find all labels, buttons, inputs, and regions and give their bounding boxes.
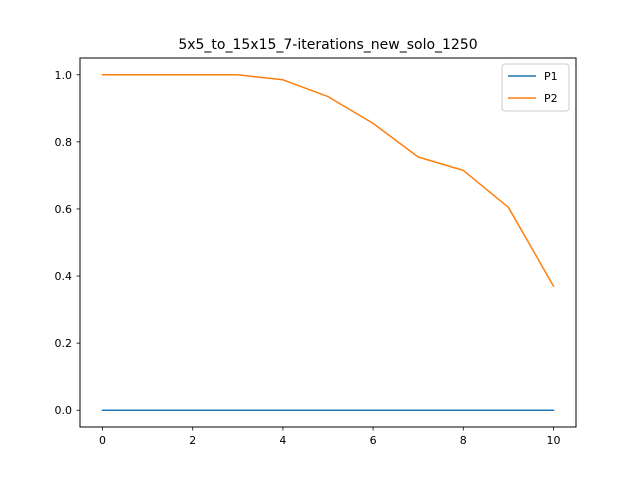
legend-box [501,63,570,112]
y-axis-ticks: 0.0 0.2 0.4 0.6 0.8 1.0 [55,69,80,417]
x-tick-label: 10 [546,434,560,447]
plot-frame [79,57,577,428]
y-tick-label: 0.8 [55,136,73,149]
legend: P1 P2 [501,63,570,112]
y-tick-label: 0.0 [55,404,73,417]
series-line-p2 [101,74,555,288]
series-layer [101,74,555,411]
x-tick-label: 6 [370,434,377,447]
legend-label-p2: P2 [544,92,558,105]
y-tick-label: 0.2 [55,337,73,350]
x-tick-label: 8 [460,434,467,447]
x-tick-label: 4 [279,434,286,447]
x-axis-ticks: 0 2 4 6 8 10 [99,427,560,447]
legend-label-p1: P1 [544,70,558,83]
y-tick-label: 1.0 [55,69,73,82]
y-tick-label: 0.4 [55,270,73,283]
x-tick-label: 0 [99,434,106,447]
x-tick-label: 2 [189,434,196,447]
y-tick-label: 0.6 [55,203,73,216]
chart-title: 5x5_to_15x15_7-iterations_new_solo_1250 [178,37,477,53]
